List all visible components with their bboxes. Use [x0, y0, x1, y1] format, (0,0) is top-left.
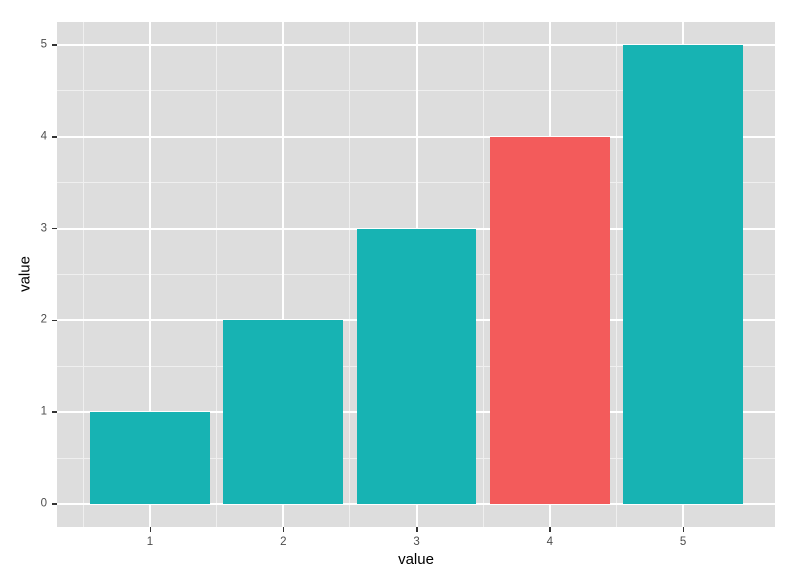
x-tick-mark	[682, 527, 685, 532]
bar-2	[223, 320, 344, 505]
y-tick-mark	[52, 411, 57, 413]
x-tick-label: 1	[146, 536, 154, 548]
bar-1	[90, 412, 210, 505]
x-tick-label: 3	[413, 536, 420, 548]
y-tick-mark	[52, 44, 57, 46]
major-gridline-y	[57, 135, 775, 138]
y-tick-mark	[52, 319, 57, 322]
x-tick-mark	[416, 527, 418, 532]
major-gridline-y	[57, 503, 775, 506]
bar-3	[356, 228, 477, 505]
x-tick-mark	[549, 527, 551, 532]
x-tick-mark	[282, 527, 285, 532]
x-tick-label: 5	[679, 536, 687, 548]
y-tick-label: 1	[40, 405, 47, 418]
y-tick-label: 3	[40, 221, 47, 234]
plot-panel	[57, 22, 775, 527]
x-tick-mark	[149, 527, 151, 532]
y-axis-title: value	[16, 256, 34, 292]
major-gridline-x	[149, 22, 151, 527]
y-tick-label: 4	[40, 130, 47, 143]
y-tick-mark	[52, 503, 57, 505]
y-tick-mark	[52, 227, 57, 230]
x-axis-title: value	[398, 551, 434, 568]
y-tick-label: 5	[40, 38, 47, 51]
x-tick-label: 2	[280, 536, 287, 548]
y-tick-label: 0	[40, 497, 47, 510]
major-gridline-y	[57, 43, 775, 46]
y-tick-label: 2	[40, 313, 47, 326]
major-gridline-x	[282, 22, 285, 527]
bar-5	[623, 44, 743, 505]
x-tick-label: 4	[546, 536, 553, 548]
y-tick-mark	[52, 136, 57, 138]
bar-4	[489, 136, 610, 505]
